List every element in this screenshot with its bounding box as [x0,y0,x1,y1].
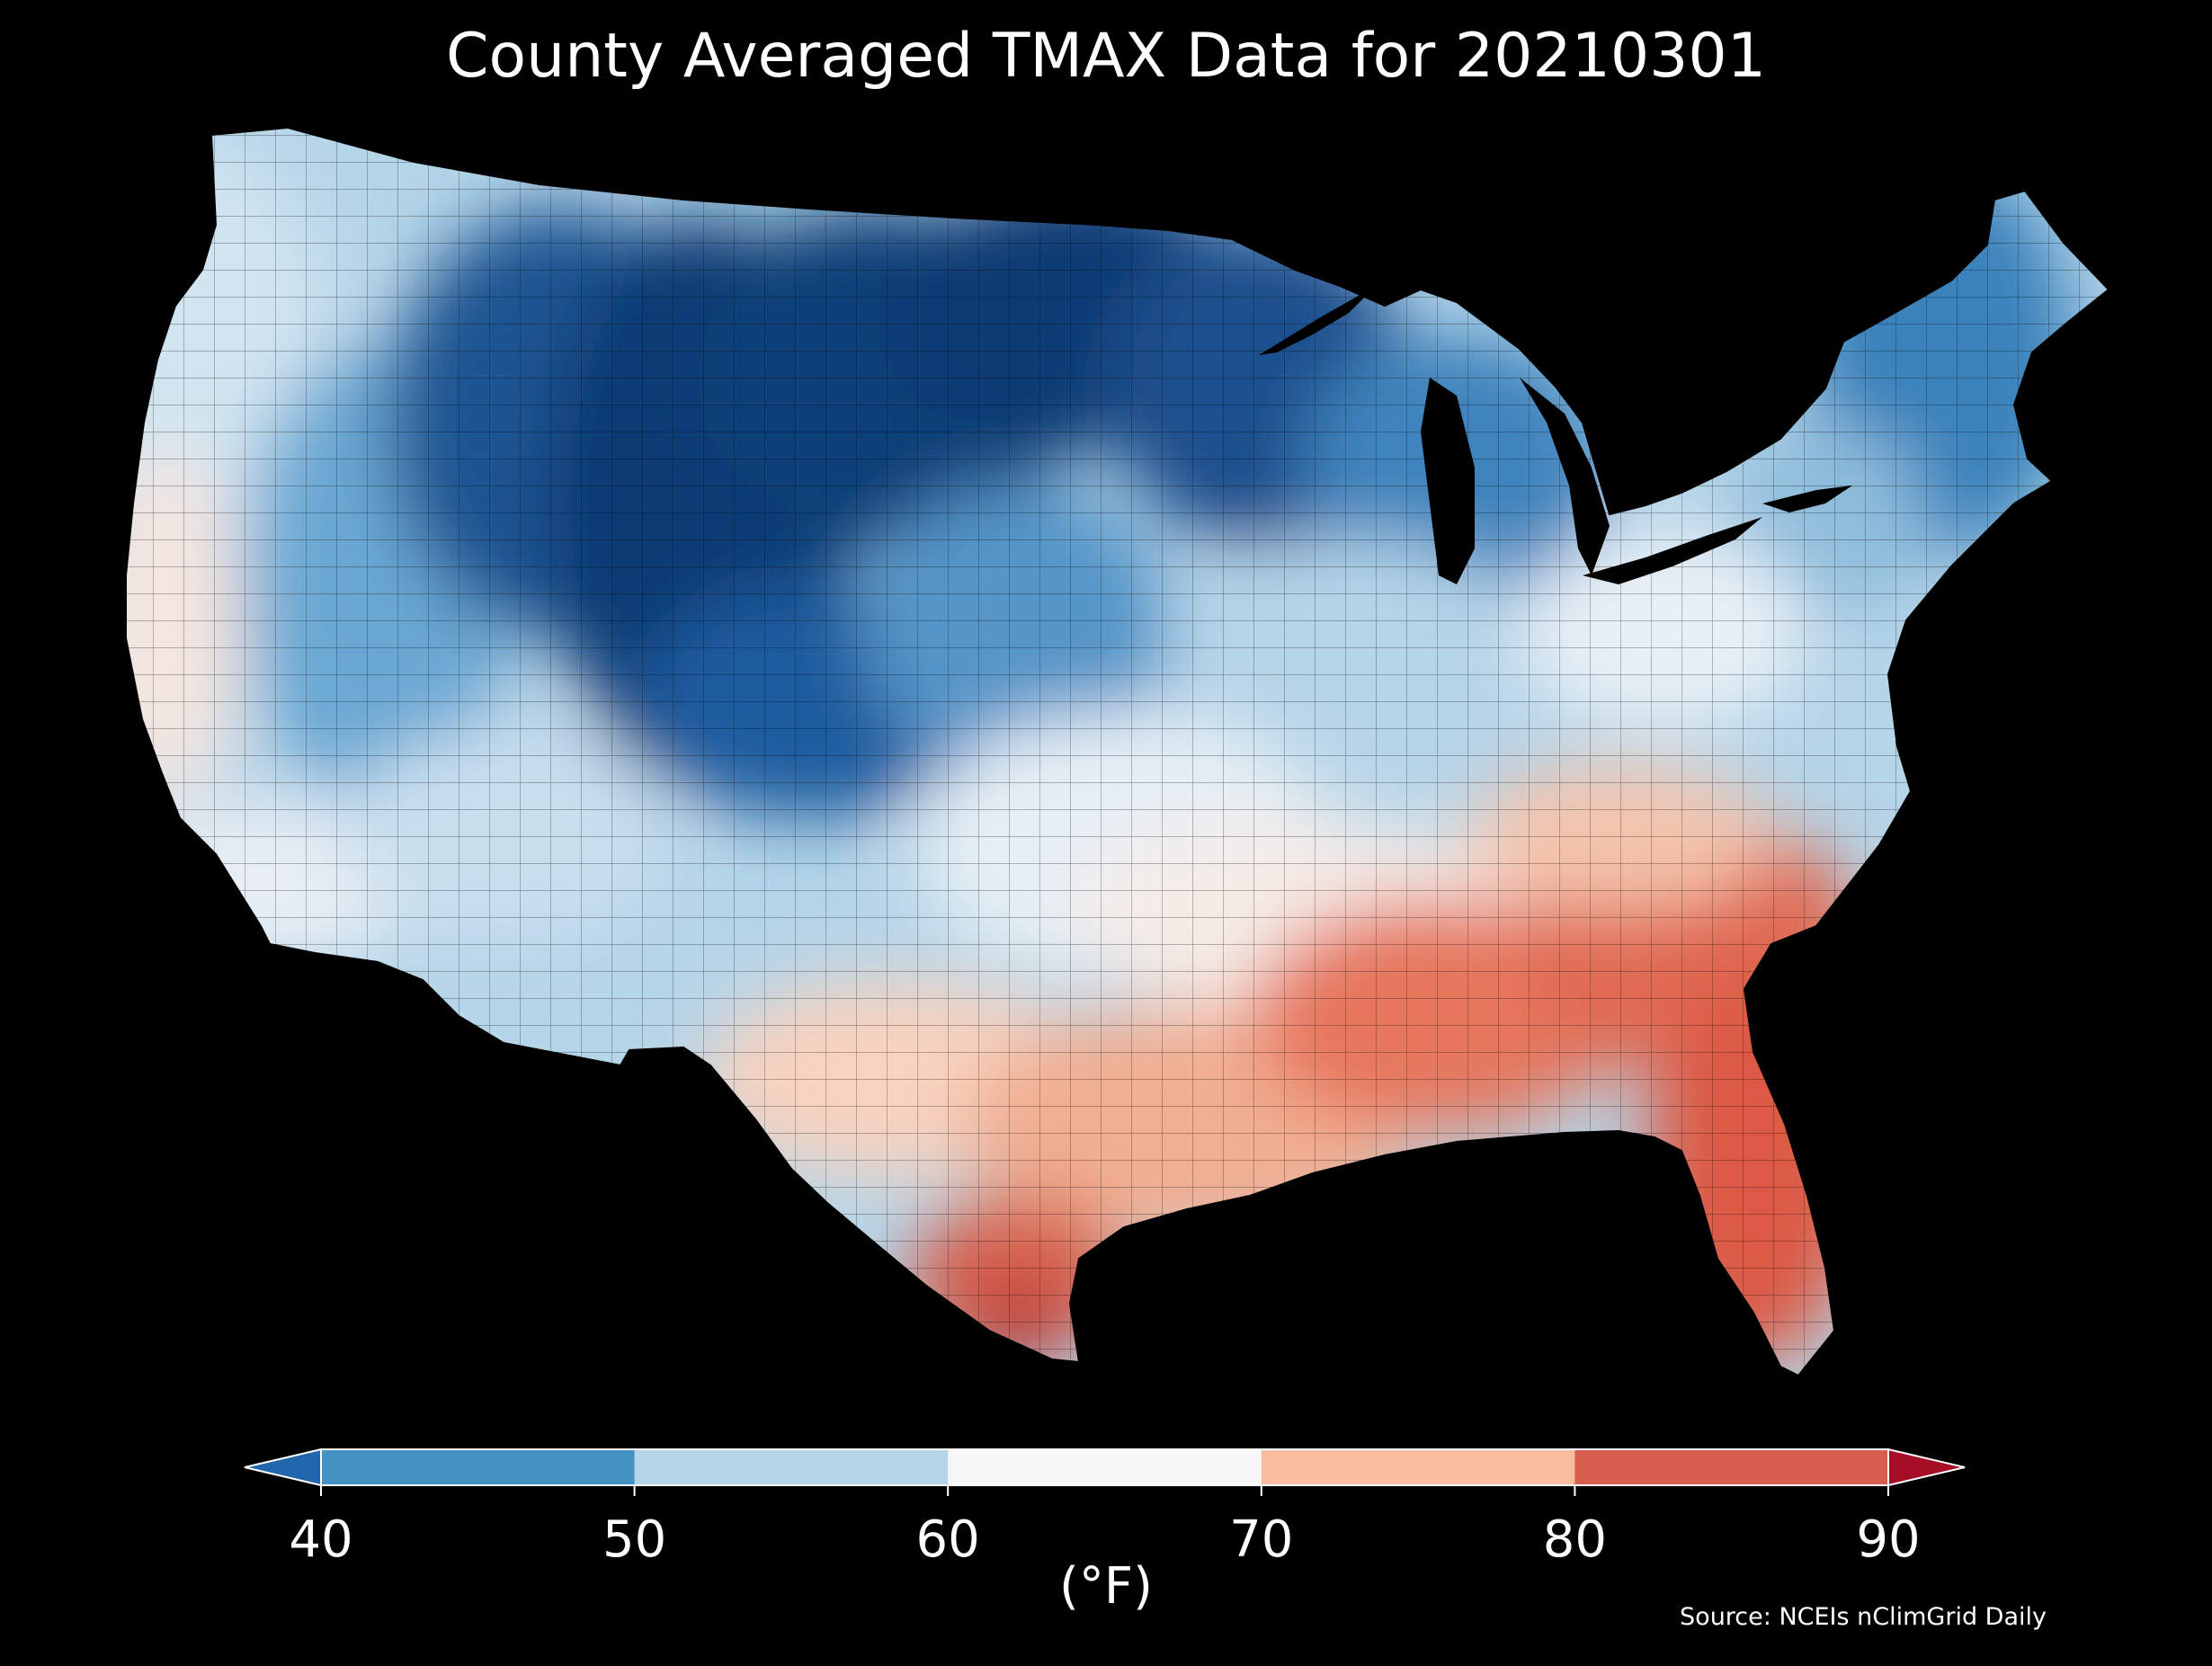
colorbar-tick-label: 40 [289,1510,353,1569]
colorbar-tick-label: 50 [602,1510,667,1569]
colorbar [244,1448,1966,1496]
lake-superior [1259,286,1376,355]
us-county-map [125,126,2110,1377]
colorbar-tick-label: 80 [1542,1510,1608,1569]
colorbar-tick-label: 90 [1856,1510,1921,1569]
colorbar-unit-label: (°F) [1059,1557,1153,1616]
county-borders [126,128,2109,1376]
lake-huron [1520,378,1610,575]
colorbar-bin-80-90 [1574,1449,1889,1485]
colorbar-frame [320,1448,1889,1486]
colorbar-under-arrow [244,1448,322,1487]
lake-ontario [1762,486,1852,512]
lake-erie [1583,517,1762,584]
colorbar-bin-40-50 [321,1449,636,1485]
source-credit: Source: NCEIs nClimGrid Daily [1680,1603,2047,1631]
colorbar-over-arrow [1887,1448,1966,1487]
us-outline [125,126,2110,1377]
colorbar-tick-label: 70 [1229,1510,1294,1569]
colorbar-bin-50-60 [634,1449,949,1485]
lake-michigan [1421,378,1475,584]
map-title: County Averaged TMAX Data for 20210301 [446,21,1766,92]
colorbar-bin-60-70 [948,1449,1262,1485]
colorbar-tick-label: 60 [915,1510,980,1569]
colorbar-bin-70-80 [1261,1449,1575,1485]
great-lakes [1259,286,1852,584]
